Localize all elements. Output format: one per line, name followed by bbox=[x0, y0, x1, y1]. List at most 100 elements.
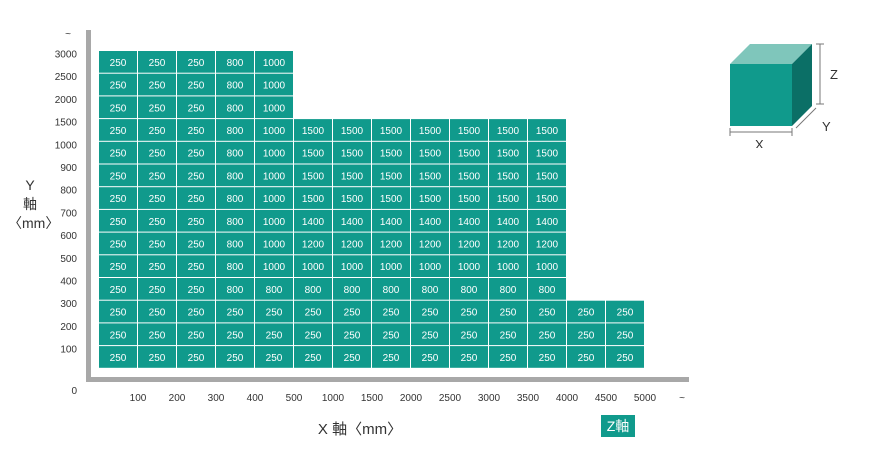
cell-value-label: 250 bbox=[500, 330, 517, 341]
cell-value-label: 250 bbox=[149, 262, 166, 273]
y-axis-title-unit: 〈mm〉 bbox=[8, 215, 60, 231]
cell-value-label: 250 bbox=[305, 353, 322, 364]
y-axis-title: Y 軸 〈mm〉 bbox=[8, 176, 60, 233]
grid-cell bbox=[450, 323, 488, 346]
grid-cell bbox=[372, 300, 410, 323]
grid-cell bbox=[99, 141, 137, 164]
cell-value-label: 250 bbox=[149, 103, 166, 114]
x-tick-end-label: ~ bbox=[679, 393, 685, 404]
grid-cell bbox=[333, 232, 371, 255]
cell-value-label: 1200 bbox=[380, 239, 403, 250]
cell-value-label: 250 bbox=[188, 103, 205, 114]
grid-cell bbox=[567, 300, 605, 323]
grid-cell bbox=[255, 346, 293, 368]
cell-value-label: 250 bbox=[110, 103, 127, 114]
cube-side-face bbox=[792, 44, 812, 126]
cell-value-label: 250 bbox=[539, 330, 556, 341]
cell-value-label: 250 bbox=[149, 171, 166, 182]
cell-value-label: 250 bbox=[461, 353, 478, 364]
grid-cell bbox=[255, 51, 293, 73]
grid-cell bbox=[411, 232, 449, 255]
cube-z-label: Z bbox=[830, 67, 838, 82]
cell-value-label: 800 bbox=[461, 285, 478, 296]
y-tick-label: 700 bbox=[60, 208, 77, 219]
cell-value-label: 1000 bbox=[263, 58, 286, 69]
grid-cell bbox=[333, 255, 371, 277]
x-tick-label: 300 bbox=[208, 393, 225, 404]
grid-cell bbox=[138, 141, 176, 164]
grid-cell bbox=[138, 346, 176, 368]
grid-cell bbox=[255, 119, 293, 141]
cell-value-label: 250 bbox=[227, 353, 244, 364]
grid-cell bbox=[450, 119, 488, 141]
grid-cell bbox=[255, 300, 293, 323]
y-tick-label: 300 bbox=[60, 299, 77, 310]
grid-cell bbox=[99, 300, 137, 323]
cell-value-label: 800 bbox=[227, 285, 244, 296]
grid-cell bbox=[177, 278, 215, 300]
grid-cell bbox=[450, 209, 488, 232]
cell-value-label: 250 bbox=[617, 308, 634, 319]
cell-value-label: 1000 bbox=[263, 149, 286, 160]
grid-cell bbox=[489, 323, 527, 346]
x-tick-label: 3000 bbox=[478, 393, 501, 404]
cell-value-label: 1400 bbox=[497, 217, 520, 228]
grid-cell bbox=[99, 346, 137, 368]
cell-value-label: 250 bbox=[110, 308, 127, 319]
cell-value-label: 1500 bbox=[341, 126, 364, 137]
grid-cell bbox=[177, 255, 215, 277]
grid-cell bbox=[411, 323, 449, 346]
y-tick-label: 2000 bbox=[55, 95, 78, 106]
grid-cell bbox=[138, 232, 176, 255]
cell-value-label: 800 bbox=[422, 285, 439, 296]
grid-cell bbox=[411, 346, 449, 368]
grid-cell bbox=[216, 255, 254, 277]
cell-value-label: 1000 bbox=[263, 103, 286, 114]
grid-cell bbox=[333, 278, 371, 300]
cell-value-label: 250 bbox=[188, 239, 205, 250]
grid-cell bbox=[411, 278, 449, 300]
cell-value-label: 1500 bbox=[341, 149, 364, 160]
grid-cell bbox=[528, 232, 566, 255]
grid-cell bbox=[450, 278, 488, 300]
cube-front-face bbox=[730, 64, 792, 126]
cell-value-label: 800 bbox=[500, 285, 517, 296]
cell-value-label: 250 bbox=[110, 330, 127, 341]
cell-value-label: 800 bbox=[227, 194, 244, 205]
grid-cell bbox=[138, 96, 176, 119]
grid-cell bbox=[255, 209, 293, 232]
cell-value-label: 800 bbox=[305, 285, 322, 296]
cell-value-label: 1200 bbox=[536, 239, 559, 250]
grid-cell bbox=[177, 119, 215, 141]
grid-cell bbox=[216, 164, 254, 187]
grid-cell bbox=[216, 187, 254, 209]
grid-cell bbox=[333, 346, 371, 368]
cell-value-label: 250 bbox=[188, 285, 205, 296]
x-tick-label: 2500 bbox=[439, 393, 462, 404]
y-tick-label: 3000 bbox=[55, 50, 78, 61]
cell-value-label: 1500 bbox=[497, 126, 520, 137]
cell-value-label: 250 bbox=[110, 262, 127, 273]
grid-cell bbox=[216, 141, 254, 164]
cell-value-label: 250 bbox=[149, 308, 166, 319]
y-tick-label: 100 bbox=[60, 345, 77, 356]
cell-value-label: 1400 bbox=[536, 217, 559, 228]
grid-cell bbox=[138, 164, 176, 187]
cell-value-label: 250 bbox=[149, 149, 166, 160]
grid-cell bbox=[177, 141, 215, 164]
grid-cell bbox=[372, 187, 410, 209]
cell-value-label: 250 bbox=[149, 239, 166, 250]
grid-cell bbox=[216, 119, 254, 141]
cell-value-label: 1500 bbox=[341, 171, 364, 182]
grid-cell bbox=[216, 323, 254, 346]
grid-cell bbox=[138, 187, 176, 209]
cell-value-label: 250 bbox=[110, 353, 127, 364]
y-tick-label: 800 bbox=[60, 186, 77, 197]
cell-value-label: 250 bbox=[149, 194, 166, 205]
cell-value-label: 800 bbox=[227, 81, 244, 92]
cell-value-label: 250 bbox=[578, 308, 595, 319]
grid-cell bbox=[489, 278, 527, 300]
cube-x-label: X bbox=[755, 137, 764, 148]
cell-value-label: 1500 bbox=[458, 171, 481, 182]
